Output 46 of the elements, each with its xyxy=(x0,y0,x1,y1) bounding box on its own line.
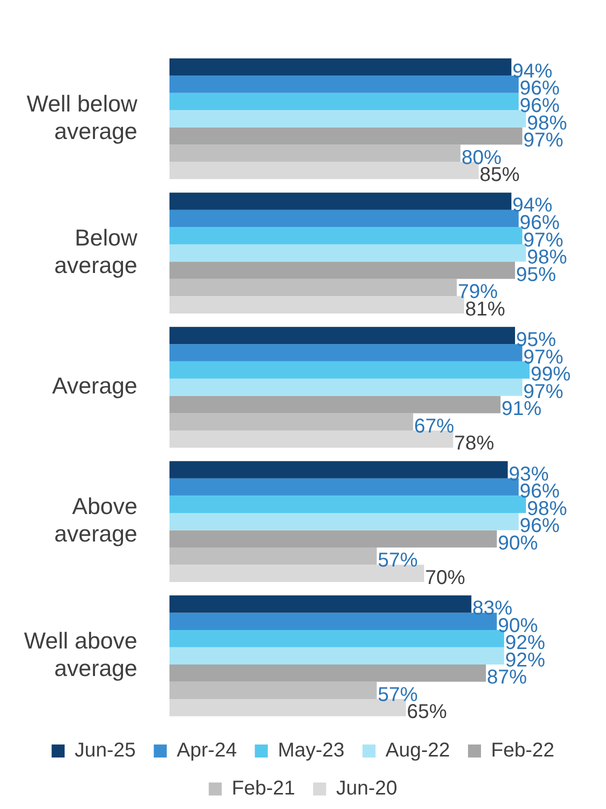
data-label: 85% xyxy=(480,164,520,186)
legend-label: Feb-21 xyxy=(232,778,296,800)
bar xyxy=(169,461,508,478)
data-label: 81% xyxy=(465,298,506,320)
bar xyxy=(169,396,500,414)
data-label: 57% xyxy=(378,550,418,572)
data-label: 65% xyxy=(406,701,448,724)
bar xyxy=(169,595,472,613)
data-label: 90% xyxy=(498,532,538,554)
legend-label: Feb-22 xyxy=(490,740,554,762)
y-tick-label: Below average xyxy=(54,224,138,278)
bar xyxy=(169,378,522,396)
legend-label: Apr-24 xyxy=(176,740,237,762)
data-label: 96% xyxy=(520,94,560,117)
bar xyxy=(169,547,377,565)
bar xyxy=(169,244,526,262)
bar xyxy=(169,682,377,700)
bar xyxy=(169,647,504,664)
bar xyxy=(169,413,414,430)
bar xyxy=(169,92,519,110)
bar xyxy=(169,512,519,530)
data-label: 97% xyxy=(523,130,564,152)
bar xyxy=(169,262,516,279)
bar xyxy=(169,326,516,344)
legend-label: May-23 xyxy=(278,740,345,762)
data-label: 67% xyxy=(414,415,454,438)
legend-label: Aug-22 xyxy=(386,740,450,762)
bar xyxy=(169,227,522,244)
legend-label: Jun-20 xyxy=(336,778,398,800)
data-label: 70% xyxy=(425,566,466,589)
data-label: 78% xyxy=(454,432,494,455)
bar xyxy=(169,144,460,162)
data-label: 95% xyxy=(516,264,556,286)
data-label: 87% xyxy=(486,666,528,689)
y-tick-label: Well below average xyxy=(26,90,138,144)
bar xyxy=(169,192,512,210)
y-tick-label: Above average xyxy=(54,493,138,547)
legend-label: Jun-25 xyxy=(74,740,136,762)
y-tick-label: Average xyxy=(52,372,138,399)
bar xyxy=(169,278,457,296)
bar xyxy=(169,530,497,548)
bar xyxy=(169,127,522,145)
bar xyxy=(169,664,486,682)
y-tick-label: Well above average xyxy=(24,627,138,682)
data-label: 91% xyxy=(501,398,542,420)
bar xyxy=(169,58,512,76)
